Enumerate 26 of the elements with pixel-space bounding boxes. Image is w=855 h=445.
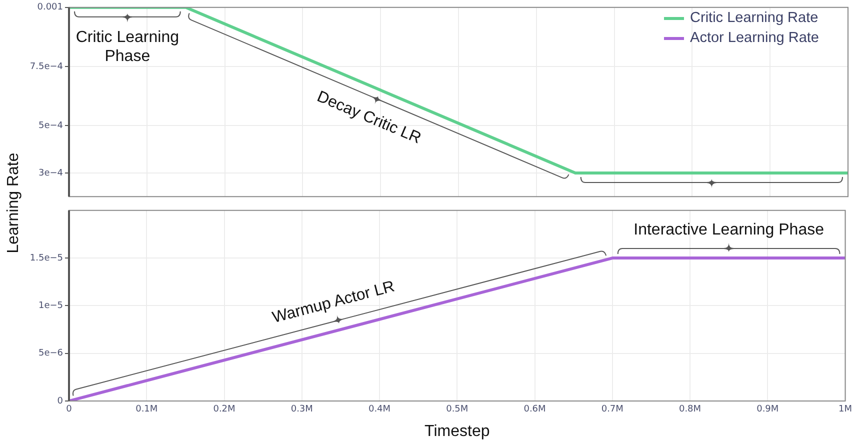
y-tick-label: 5e−4 bbox=[38, 120, 64, 131]
annotation: Warmup Actor LR bbox=[270, 278, 396, 327]
annotation: Interactive Learning Phase bbox=[634, 222, 824, 239]
x-tick-label: 0.5M bbox=[446, 404, 468, 415]
x-tick-label: 0.2M bbox=[213, 404, 236, 415]
y-tick-label: 1.5e−5 bbox=[30, 253, 63, 264]
x-tick-label: 0.6M bbox=[524, 404, 546, 415]
x-tick-label: 0.8M bbox=[678, 404, 702, 415]
x-tick-label: 0.9M bbox=[756, 404, 779, 415]
x-tick-label: 0.1M bbox=[136, 404, 158, 415]
x-tick-label: 0 bbox=[66, 404, 72, 415]
x-tick-label: 0.3M bbox=[290, 404, 313, 415]
y-tick-label: 0.001 bbox=[37, 2, 63, 13]
y-axis-title: Learning Rate bbox=[5, 152, 23, 254]
y-tick-label: 3e−4 bbox=[38, 168, 64, 178]
y-tick-label: 0 bbox=[57, 396, 64, 406]
annotation: Critic Learning Phase bbox=[76, 28, 180, 65]
legend-label: Actor Learning Rate bbox=[690, 30, 819, 46]
x-tick-label: 0.4M bbox=[368, 404, 391, 415]
x-tick-label: 1M bbox=[838, 404, 852, 415]
x-tick-label: 0.7M bbox=[601, 404, 624, 415]
y-tick-label: 7.5e−4 bbox=[30, 62, 64, 72]
x-axis-title: Timestep bbox=[424, 422, 490, 440]
legend-label: Critic Learning Rate bbox=[690, 10, 818, 26]
y-tick-label: 1e−5 bbox=[38, 301, 63, 312]
y-tick-label: 5e−6 bbox=[38, 348, 64, 359]
